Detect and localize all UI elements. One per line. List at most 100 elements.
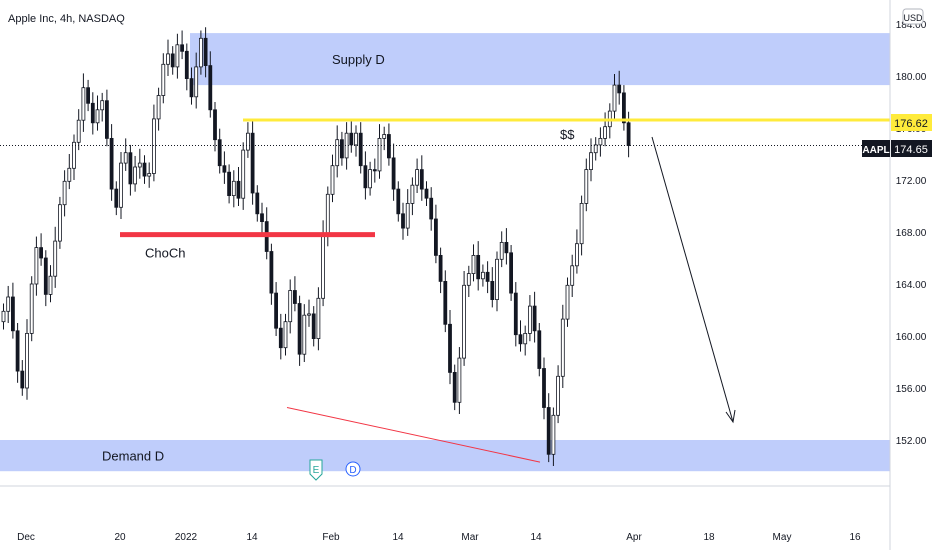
price-tick-label: 184.00 — [896, 20, 927, 31]
candle-body — [39, 247, 43, 259]
time-tick-label: May — [773, 532, 792, 543]
earnings-marker[interactable]: E — [309, 459, 323, 481]
currency-button[interactable] — [902, 8, 924, 25]
candle-body — [358, 132, 363, 167]
candle-body — [448, 323, 452, 373]
time-tick-label: Apr — [626, 532, 642, 543]
dividend-marker-label: D — [349, 465, 356, 476]
time-tick-label: 14 — [392, 532, 404, 543]
candle-body — [29, 283, 34, 334]
candle-body — [504, 241, 509, 254]
candle-body — [297, 303, 302, 355]
candle-body — [90, 102, 95, 124]
candle-body — [58, 204, 62, 242]
symbol-badge-text: AAPL — [862, 145, 889, 156]
time-axis[interactable]: Dec 20 2022 14 Feb 14 Mar 14 Apr 18 May 16 — [17, 532, 861, 543]
candle-body — [156, 95, 161, 120]
candle-body — [509, 252, 514, 294]
candle-body — [570, 265, 575, 286]
candle-body — [532, 305, 537, 332]
candle-body — [579, 202, 584, 245]
candle-body — [438, 254, 443, 282]
candle-body — [274, 292, 279, 329]
candle-body — [354, 132, 358, 146]
candle-body — [114, 188, 119, 208]
candle-body — [368, 169, 373, 189]
price-axis-bg[interactable] — [891, 0, 932, 550]
time-tick-label: 20 — [114, 532, 126, 543]
candle-body — [278, 327, 283, 349]
candle-body — [119, 162, 123, 208]
candle-body — [1, 310, 6, 323]
candle-body — [316, 297, 321, 339]
candle-body — [575, 243, 579, 267]
candle-body — [128, 152, 133, 185]
time-tick-label: 18 — [703, 532, 715, 543]
candle-body — [433, 218, 438, 256]
candle-body — [546, 407, 551, 455]
candle-body — [349, 132, 354, 146]
candles-group — [1, 27, 631, 466]
candle-body — [626, 122, 631, 146]
candle-body — [339, 139, 344, 159]
candle-body — [255, 192, 260, 215]
symbol-badge — [862, 140, 890, 157]
candle-body — [480, 271, 485, 280]
candle-body — [302, 314, 307, 355]
candle-body — [335, 139, 340, 167]
liquidity-label: $$ — [560, 127, 575, 142]
candle-body — [603, 126, 607, 139]
candle-body — [325, 193, 330, 236]
candle-body — [415, 169, 420, 186]
candle-body — [43, 257, 48, 295]
candle-body — [598, 137, 603, 146]
candle-body — [161, 63, 166, 96]
candle-body — [622, 92, 626, 124]
candle-body — [213, 109, 217, 141]
choch-label: ChoCh — [145, 246, 185, 261]
time-tick-label: Feb — [322, 532, 340, 543]
candle-body — [495, 258, 499, 300]
candle-body — [15, 330, 20, 372]
candle-body — [593, 144, 598, 154]
lows-trendline[interactable] — [286, 407, 541, 463]
symbol-title[interactable]: Apple Inc, 4h, NASDAQ — [8, 13, 125, 25]
candle-body — [198, 37, 203, 68]
candle-body — [175, 44, 180, 68]
price-tick-label: 156.00 — [896, 384, 927, 395]
candle-body — [485, 271, 490, 282]
candle-body — [109, 137, 114, 190]
candle-body — [528, 305, 532, 334]
candle-body — [589, 152, 593, 170]
candle-body — [194, 66, 199, 98]
price-tick-label: 168.00 — [896, 228, 927, 239]
price-tick-label: 152.00 — [896, 436, 927, 447]
projection-arrow[interactable] — [651, 136, 734, 423]
candle-body — [184, 50, 189, 79]
candle-body — [123, 152, 128, 164]
candle-body — [269, 251, 274, 294]
candle-body — [452, 371, 457, 403]
last-price-badge-text: 174.65 — [894, 144, 928, 156]
candle-body — [292, 290, 297, 304]
candle-body — [462, 284, 467, 359]
candle-body — [137, 162, 142, 168]
candle-body — [556, 375, 560, 416]
candle-body — [81, 87, 86, 121]
candle-body — [551, 414, 556, 455]
last-price-badge — [891, 140, 932, 157]
candle-body — [6, 296, 11, 312]
candle-body — [48, 275, 53, 295]
earnings-marker-label: E — [313, 465, 320, 476]
candle-body — [330, 165, 335, 195]
candle-body — [166, 53, 170, 65]
candle-body — [386, 134, 391, 159]
candle-body — [490, 280, 495, 300]
candle-body — [105, 100, 109, 139]
candle-body — [245, 132, 250, 151]
candle-body — [20, 370, 25, 389]
candle-body — [542, 368, 546, 408]
time-tick-label: 14 — [246, 532, 258, 543]
dividend-marker[interactable]: D — [345, 461, 361, 477]
